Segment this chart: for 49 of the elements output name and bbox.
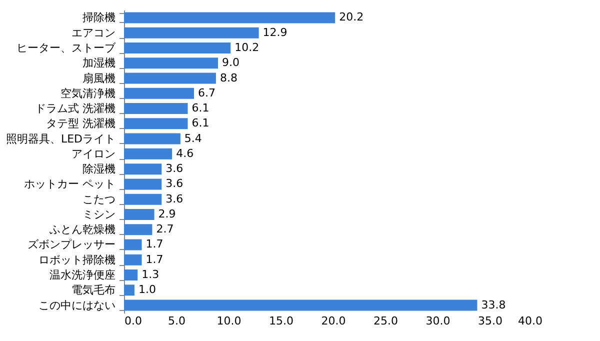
x-tick-label: 10.0 <box>216 314 242 328</box>
data-label: 6.7 <box>198 86 216 100</box>
data-label: 4.6 <box>176 146 194 160</box>
data-label: 6.1 <box>192 116 210 130</box>
data-label: 9.0 <box>222 56 240 70</box>
y-tick-label: ドラム式 洗濯機 <box>35 102 116 116</box>
y-tick-label: アイロン <box>72 147 116 160</box>
y-tick-label: タテ型 洗濯機 <box>46 117 116 130</box>
data-label: 12.9 <box>262 26 288 39</box>
data-label: 1.0 <box>138 283 156 296</box>
x-tick-label: 35.0 <box>478 314 502 328</box>
data-label: 10.2 <box>234 40 260 54</box>
data-label: 1.7 <box>146 252 164 266</box>
data-label: 1.3 <box>142 268 160 282</box>
y-tick-label: エアコン <box>72 26 116 40</box>
y-tick-label: ホットカー ペット <box>24 178 116 191</box>
y-tick-label: ミシン <box>82 208 116 221</box>
data-label: 2.7 <box>156 222 174 236</box>
y-tick-label: 掃除機 <box>82 11 116 24</box>
data-label: 20.2 <box>339 10 364 24</box>
x-tick-label: 15.0 <box>269 314 294 328</box>
data-label: 3.6 <box>166 192 184 206</box>
y-tick-label: ふとん乾燥機 <box>48 223 116 236</box>
y-tick-label: こたつ <box>82 192 116 206</box>
y-tick-label: 照明器具、LEDライト <box>6 132 116 146</box>
data-label: 33.8 <box>481 298 506 312</box>
y-tick-label: 空気清浄機 <box>60 86 116 100</box>
x-tick-label: 5.0 <box>168 314 186 328</box>
y-tick-label: 扇風機 <box>82 72 116 85</box>
y-tick-label: 除湿機 <box>82 162 116 176</box>
data-label: 3.6 <box>166 177 184 190</box>
x-tick-label: 40.0 <box>518 314 542 328</box>
x-tick-label: 25.0 <box>374 314 398 328</box>
y-tick-label: 温水洗浄便座 <box>50 268 116 282</box>
x-tick-label: 20.0 <box>321 314 346 328</box>
y-tick-label: 電気毛布 <box>72 284 116 297</box>
y-tick-label: ズボンプレッサー <box>28 238 116 252</box>
data-label: 8.8 <box>220 71 238 84</box>
y-tick-label: この中にはない <box>38 298 116 312</box>
data-label: 3.6 <box>166 162 184 176</box>
y-tick-label: 加湿機 <box>82 56 116 70</box>
x-tick-label: 30.0 <box>426 314 450 328</box>
y-tick-label: ロボット掃除機 <box>38 253 116 266</box>
y-tick-label: ヒーター、ストーブ <box>16 41 116 54</box>
data-label: 2.9 <box>158 207 176 220</box>
x-tick-label: 0.0 <box>124 314 142 328</box>
data-label: 6.1 <box>192 102 210 115</box>
data-label: 1.7 <box>146 238 164 251</box>
data-label: 5.4 <box>184 132 202 145</box>
